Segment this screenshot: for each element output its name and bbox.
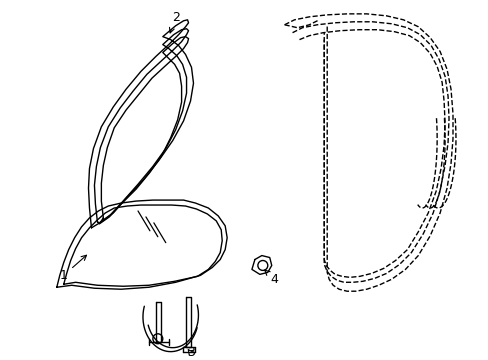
Text: 3: 3 — [186, 346, 194, 359]
Text: 1: 1 — [60, 255, 86, 282]
Text: 4: 4 — [264, 270, 278, 286]
Text: 2: 2 — [169, 11, 179, 33]
